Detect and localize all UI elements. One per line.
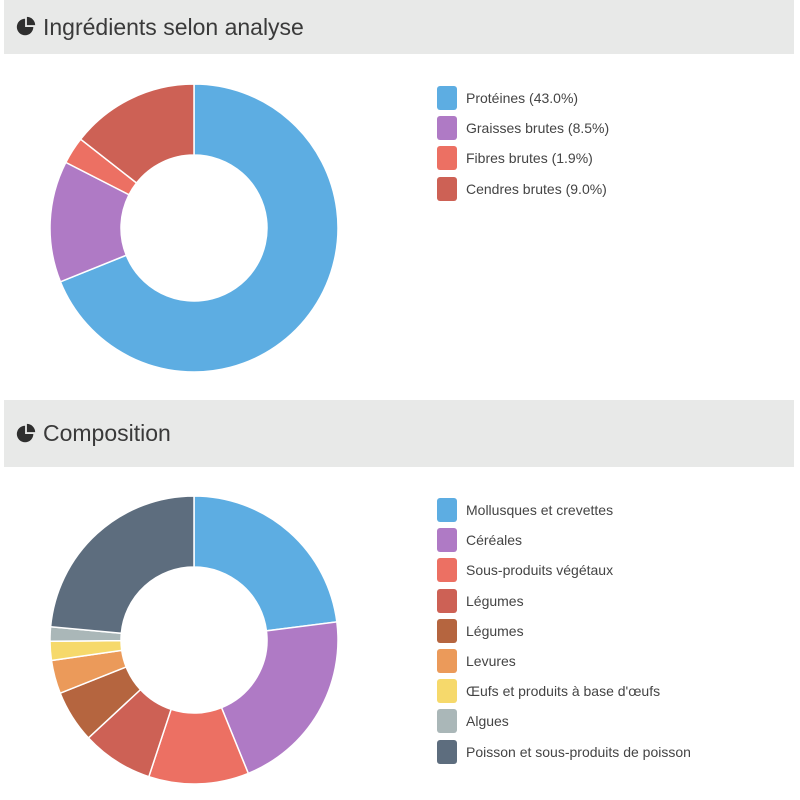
legend-item-fibres-brutes-1-9: Fibres brutes (1.9%) [437,143,609,173]
legend-label: Graisses brutes (8.5%) [466,120,610,137]
slice-cendres-brutes-9-0 [79,83,195,185]
legend-item-sous-produits-vegetaux: Sous-produits végétaux [437,555,691,585]
section-title: Ingrédients selon analyse [43,13,304,40]
legend-item-legumes: Légumes [437,616,691,646]
legend-label: Mollusques et crevettes [466,502,614,519]
legend-label: Cendres brutes (9.0%) [466,180,607,197]
legend-swatch [437,146,457,171]
donut-chart-composition [49,495,339,785]
legend-label: Poisson et sous-produits de poisson [466,743,691,760]
legend-swatch [437,649,457,674]
legend-item-poisson-et-sous-produits-de-poisson: Poisson et sous-produits de poisson [437,737,691,767]
legend-swatch [437,498,457,523]
section-header-composition: Composition [4,400,794,467]
legend-swatch [437,618,457,643]
legend-label: Fibres brutes (1.9%) [466,150,593,167]
legend-composition: Mollusques et crevettes Céréales Sous-prod… [437,495,691,767]
legend-swatch [437,176,457,201]
legend-label: Levures [466,653,516,670]
legend-swatch [437,739,457,764]
pie-chart-icon [16,423,36,442]
legend-swatch [437,528,457,553]
legend-swatch [437,588,457,613]
section-title: Composition [43,420,171,446]
legend-label: Sous-produits végétaux [466,562,614,579]
legend-label: Légumes [466,592,524,609]
legend-label: Céréales [466,532,523,549]
legend-item-mollusques-et-crevettes: Mollusques et crevettes [437,495,691,525]
slice-proteines-43-0 [59,83,339,373]
donut-chart-analysis [49,83,339,373]
legend-item-levures: Levures [437,646,691,676]
legend-item-cereales: Céréales [437,525,691,555]
legend-label: Œufs et produits à base d'œufs [466,683,661,700]
legend-label: Algues [466,713,509,730]
legend-swatch [437,558,457,583]
legend-label: Protéines (43.0%) [466,90,579,107]
legend-item-legumes: Légumes [437,586,691,616]
legend-swatch [437,679,457,704]
legend-label: Légumes [466,622,524,639]
legend-item-proteines-43-0: Protéines (43.0%) [437,83,609,113]
slice-cereales [220,621,339,775]
legend-swatch [437,116,457,141]
legend-item-algues: Algues [437,706,691,736]
slice-poisson-et-sous-produits-de-poisson [49,495,195,635]
legend-item-cendres-brutes-9-0: Cendres brutes (9.0%) [437,174,609,204]
legend-analysis: Protéines (43.0%) Graisses brutes (8.5%) F… [437,83,609,204]
section-header-analysis: Ingrédients selon analyse [4,0,794,54]
legend-item-oeufs-et-produits-a-base-d-oeufs: Œufs et produits à base d'œufs [437,676,691,706]
legend-swatch [437,709,457,734]
slice-mollusques-et-crevettes [193,495,338,632]
legend-swatch [437,86,457,111]
pie-chart-icon [16,16,36,36]
legend-item-graisses-brutes-8-5: Graisses brutes (8.5%) [437,113,609,143]
